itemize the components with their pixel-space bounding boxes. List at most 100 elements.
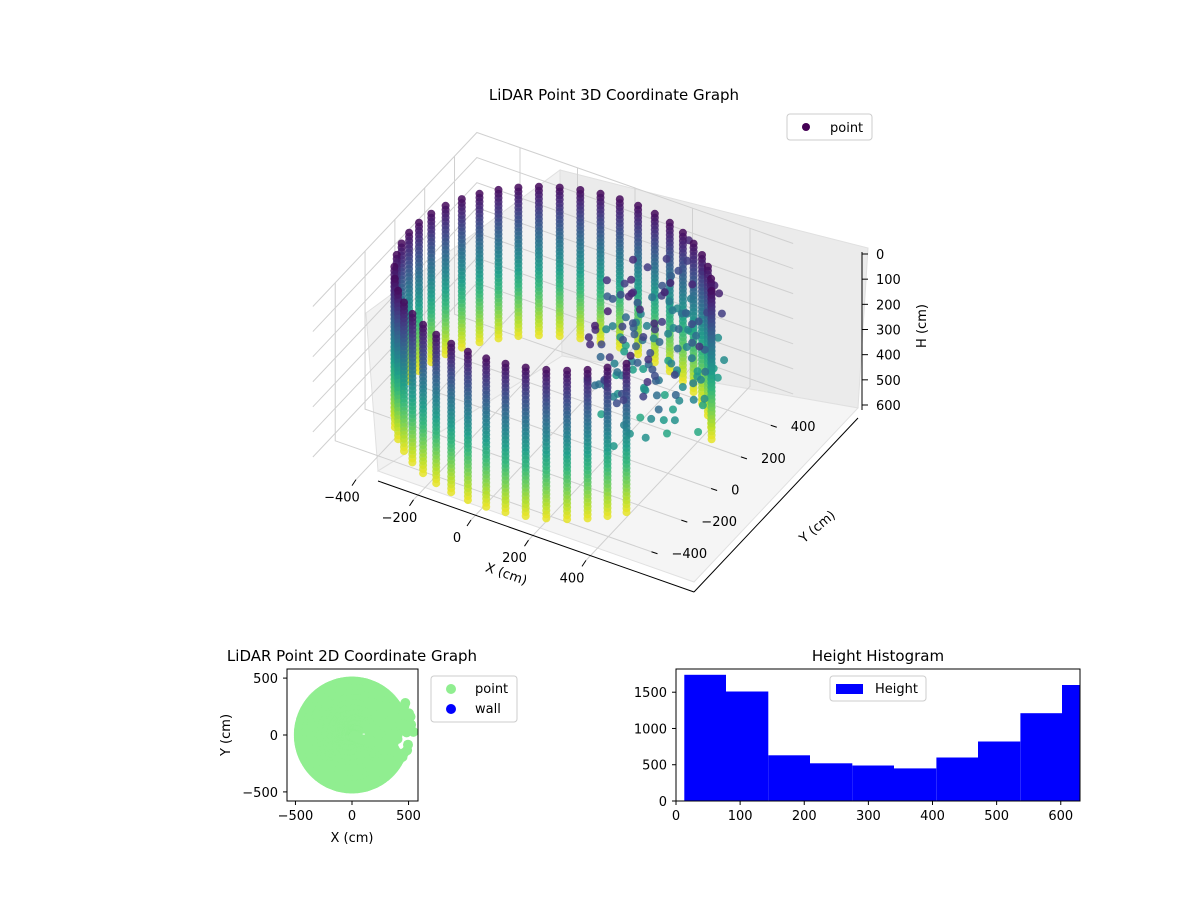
plot3d-point <box>619 335 627 344</box>
plot3d-y-tick <box>770 424 777 428</box>
plot3d-point <box>715 289 724 298</box>
plot3d-point <box>674 266 683 275</box>
histogram-bar <box>1020 713 1063 801</box>
plot3d-legend-box <box>786 113 873 141</box>
plot3d-point <box>633 358 642 367</box>
plot3d-z-tick-label: 600 <box>876 399 901 414</box>
plot3d-point <box>514 332 523 341</box>
plot2d-y-tick-label: 500 <box>253 672 278 687</box>
histogram-bar <box>810 763 853 801</box>
plot3d-point <box>682 343 691 351</box>
plot3d-point <box>695 342 704 351</box>
plot3d-point <box>629 255 637 264</box>
plot2d-point <box>408 726 418 737</box>
plot2d: LiDAR Point 2D Coordinate Graph −500 0 500… <box>219 647 518 846</box>
histogram-y-tick-label: 1500 <box>634 686 667 701</box>
plot2d-ylabel: Y (cm) <box>219 714 234 757</box>
plot2d-point <box>381 706 392 717</box>
plot3d-point <box>692 331 700 340</box>
plot3d-point <box>667 272 676 280</box>
plot3d-x-tick-label: −400 <box>324 491 360 506</box>
plot2d-ticks: −500 0 500 500 0 −500 <box>242 672 421 824</box>
plot3d-point <box>609 392 618 401</box>
plot3d-point <box>684 325 693 334</box>
plot3d-y-tick-label: −200 <box>701 515 737 530</box>
plot3d-y-tick <box>681 519 688 523</box>
plot3d-z-tick-label: 100 <box>876 273 901 288</box>
histogram: Height Histogram 0 100 200 300 400 500 600 0 500… <box>634 647 1081 824</box>
plot3d-point <box>636 413 645 422</box>
plot3d-point <box>602 325 611 334</box>
histogram-y-tick-label: 500 <box>642 759 667 774</box>
plot3d-point <box>563 515 572 524</box>
histogram-bar <box>978 741 1021 801</box>
plot3d-point <box>698 401 707 410</box>
plot3d-point <box>609 442 618 451</box>
plot3d-y-tick <box>651 551 658 555</box>
plot2d-point <box>373 729 384 740</box>
plot3d-point <box>521 512 530 520</box>
plot3d-point <box>665 297 674 306</box>
plot3d-title: LiDAR Point 3D Coordinate Graph <box>489 86 739 104</box>
plot3d-x-axis-line <box>377 480 695 593</box>
plot3d-point <box>602 276 611 285</box>
plot3d-point <box>630 330 639 339</box>
plot3d-point <box>688 320 696 329</box>
plot3d-point <box>707 435 716 444</box>
histogram-x-tick-label: 500 <box>984 809 1009 824</box>
plot3d-point <box>576 334 585 343</box>
plot2d-legend: point wall <box>430 675 518 723</box>
plot3d-x-tick <box>581 560 587 567</box>
plot3d-grid-y <box>454 156 771 426</box>
histogram-bar <box>684 674 726 801</box>
plot3d-point <box>612 399 621 408</box>
plot3d-point <box>616 290 625 299</box>
plot3d-point <box>649 334 658 343</box>
plot3d-z-tick-label: 0 <box>876 248 884 263</box>
plot3d-point <box>660 288 669 297</box>
plot3d-point <box>683 256 692 265</box>
plot3d-point <box>639 365 648 373</box>
plot2d-y-tick-label: 0 <box>270 729 278 744</box>
plot2d-point <box>388 728 399 739</box>
plot3d-point <box>494 334 503 343</box>
plot3d-point <box>689 379 698 388</box>
plot3d-point <box>447 488 456 497</box>
plot3d-point <box>620 279 629 288</box>
plot2d-point <box>389 746 400 757</box>
plot3d-point <box>457 343 466 352</box>
plot3d-point <box>700 394 709 403</box>
plot3d-point <box>555 332 564 341</box>
plot3d-point <box>408 458 417 467</box>
plot3d-point <box>650 371 659 380</box>
plot2d-legend-marker-point <box>446 684 456 694</box>
plot3d-point <box>670 416 679 425</box>
histogram-bars <box>684 674 1080 801</box>
plot3d-ylabel: Y (cm) <box>796 508 839 547</box>
plot3d-point <box>714 333 723 342</box>
plot3d-point <box>632 342 640 351</box>
plot3d-point <box>671 391 680 399</box>
plot3d-point <box>659 416 668 425</box>
plot3d-point <box>463 496 472 505</box>
plot3d-point <box>678 377 687 386</box>
plot3d-x-tick <box>409 499 414 507</box>
plot2d-point <box>400 698 411 708</box>
plot3d-point <box>394 435 403 444</box>
plot2d-legend-label-wall: wall <box>475 702 501 717</box>
plot3d-grid-z <box>312 131 794 307</box>
plot3d-y-tick <box>740 456 748 460</box>
plot3d-x-tick <box>351 479 357 486</box>
plot3d-x-tick-label: 200 <box>502 551 527 566</box>
plot3d-point <box>641 386 650 395</box>
plot3d-point <box>586 340 595 349</box>
plot3d-point <box>597 410 606 419</box>
plot3d-point <box>648 293 657 302</box>
histogram-bar <box>1062 685 1080 801</box>
plot3d-point <box>662 254 671 263</box>
plot2d-point <box>376 716 387 727</box>
plot3d-legend: point <box>786 113 873 141</box>
plot3d-point <box>591 381 599 390</box>
plot3d-pane-floor <box>376 355 859 583</box>
plot3d-point <box>475 338 484 347</box>
